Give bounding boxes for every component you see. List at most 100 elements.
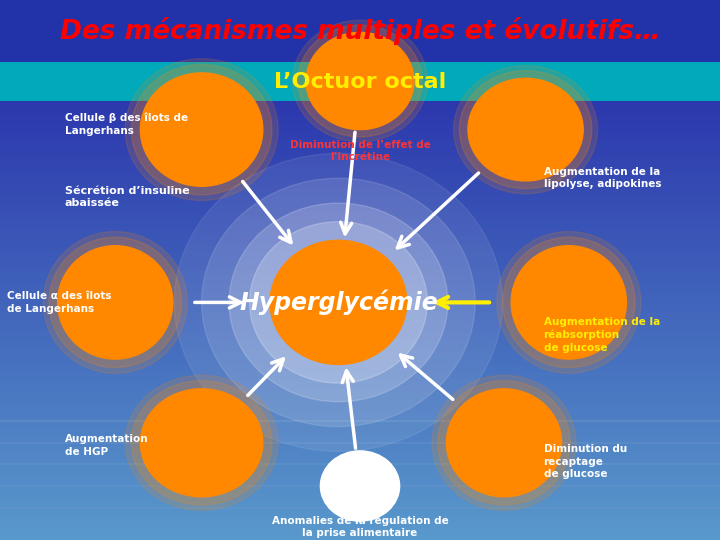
Ellipse shape: [174, 153, 503, 451]
Bar: [0, 3, 720, 5]
Bar: [0, 27, 720, 30]
Bar: [0, 481, 720, 483]
Bar: [0, 119, 720, 122]
Bar: [0, 230, 720, 232]
Bar: [0, 305, 720, 308]
Ellipse shape: [503, 237, 635, 368]
Ellipse shape: [125, 59, 278, 200]
Bar: [0, 240, 720, 243]
Ellipse shape: [140, 73, 263, 186]
Bar: [0, 108, 720, 111]
Bar: [0, 275, 720, 278]
Bar: [0, 178, 720, 181]
Bar: [0, 483, 720, 486]
Bar: [0, 446, 720, 448]
Bar: [0, 219, 720, 221]
Bar: [0, 340, 720, 343]
Bar: [0, 105, 720, 108]
Ellipse shape: [497, 232, 641, 373]
Bar: [0, 367, 720, 370]
Bar: [0, 14, 720, 16]
Bar: [0, 46, 720, 49]
Ellipse shape: [446, 389, 562, 497]
Bar: [0, 189, 720, 192]
Bar: [0, 8, 720, 11]
Bar: [0, 208, 720, 211]
Bar: [0, 211, 720, 213]
Bar: [0, 81, 720, 84]
Bar: [0, 170, 720, 173]
Bar: [0, 70, 720, 73]
Bar: [0, 113, 720, 116]
Bar: [0, 148, 720, 151]
Bar: [0, 489, 720, 491]
Bar: [0, 24, 720, 27]
Bar: [0, 346, 720, 348]
Bar: [0, 181, 720, 184]
Bar: [0, 122, 720, 124]
Bar: [0, 351, 720, 354]
Bar: [0, 192, 720, 194]
Bar: [0, 454, 720, 456]
Bar: [0, 497, 720, 500]
Ellipse shape: [320, 451, 400, 521]
Bar: [0, 246, 720, 248]
Ellipse shape: [270, 240, 407, 364]
Text: Hyperglycémie: Hyperglycémie: [239, 289, 438, 315]
Text: Diminution de l’effet de
l’incrétine: Diminution de l’effet de l’incrétine: [289, 140, 431, 163]
Bar: [0, 86, 720, 89]
Bar: [0, 54, 720, 57]
Bar: [0, 302, 720, 305]
Bar: [0, 392, 720, 394]
Bar: [0, 43, 720, 46]
Bar: [0, 165, 720, 167]
Text: Augmentation de la
réabsorption
de glucose: Augmentation de la réabsorption de gluco…: [544, 317, 660, 353]
Bar: [0, 0, 720, 3]
Bar: [0, 238, 720, 240]
Bar: [0, 297, 720, 300]
Ellipse shape: [131, 381, 272, 505]
Bar: [0, 332, 720, 335]
Ellipse shape: [438, 381, 570, 505]
Ellipse shape: [468, 78, 583, 181]
Bar: [0, 167, 720, 170]
Bar: [0, 464, 720, 467]
Bar: [0, 62, 720, 65]
Bar: [0, 92, 720, 94]
Bar: [0, 292, 720, 294]
Bar: [0, 284, 720, 286]
Ellipse shape: [454, 65, 598, 194]
Bar: [0, 475, 720, 478]
Bar: [0, 505, 720, 508]
Bar: [0, 235, 720, 238]
Ellipse shape: [49, 237, 181, 368]
Bar: [0, 324, 720, 327]
Bar: [0, 232, 720, 235]
Bar: [0, 143, 720, 146]
Bar: [0, 243, 720, 246]
Bar: [0, 262, 720, 265]
Bar: [0, 281, 720, 284]
Bar: [0, 22, 720, 24]
Bar: [0, 383, 720, 386]
Text: Anomalies de la régulation de
la prise alimentaire: Anomalies de la régulation de la prise a…: [271, 515, 449, 538]
Bar: [0, 111, 720, 113]
Bar: [0, 308, 720, 310]
Bar: [0, 265, 720, 267]
Bar: [0, 402, 720, 405]
Bar: [0, 186, 720, 189]
Bar: [0, 0, 720, 62]
Ellipse shape: [229, 203, 448, 402]
Bar: [0, 200, 720, 202]
Bar: [0, 443, 720, 445]
Bar: [0, 356, 720, 359]
Bar: [0, 73, 720, 76]
Bar: [0, 408, 720, 410]
Bar: [0, 513, 720, 516]
Bar: [0, 440, 720, 443]
Bar: [0, 338, 720, 340]
Bar: [0, 154, 720, 157]
Bar: [0, 532, 720, 535]
Bar: [0, 294, 720, 297]
Bar: [0, 30, 720, 32]
